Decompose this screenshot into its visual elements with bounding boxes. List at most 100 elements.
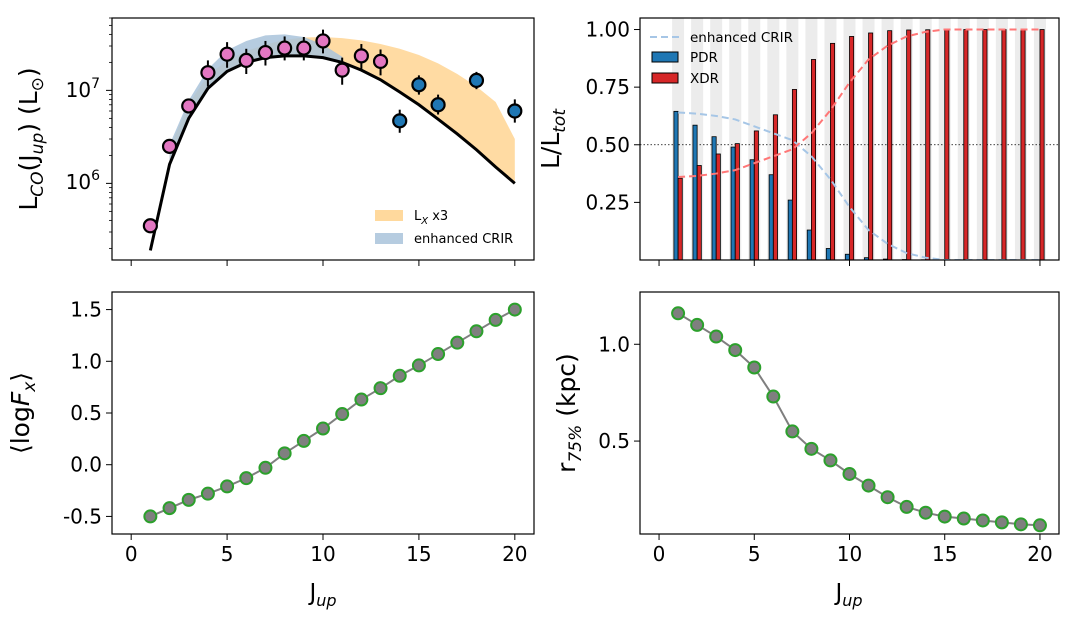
bar-xdr	[791, 89, 797, 260]
curve-enhanced-crir-pdr	[678, 111, 1040, 260]
r75-point	[880, 490, 895, 505]
fractions-y-tick-label: 0.50	[585, 133, 630, 157]
r75-y-axis-label: r75% (kpc)	[552, 353, 586, 473]
r75-point	[975, 513, 990, 528]
fractions-y-tick-label: 0.25	[585, 190, 630, 214]
log-fx-point	[181, 492, 196, 507]
bar-pdr	[673, 110, 679, 260]
r75-plot-area	[671, 306, 1047, 533]
log-fx-x-tick-label: 0	[125, 542, 138, 566]
log-fx-point	[162, 501, 177, 516]
log-fx-point	[143, 509, 158, 524]
log-fx-y-tick-label: 0.0	[70, 453, 102, 477]
data-point-pink	[296, 40, 312, 56]
r75-point	[861, 478, 876, 493]
r75-point	[842, 466, 857, 481]
log-fx-ticks: 0 5 10 15 20 -0.5 0.0 0.5 1.0 1.5	[63, 298, 528, 566]
bar-xdr	[830, 42, 836, 260]
bar-xdr	[963, 29, 969, 260]
log-fx-x-tick-label: 15	[406, 542, 431, 566]
bar-xdr	[715, 153, 721, 260]
log-fx-point	[431, 347, 446, 362]
co-sled-y-axis-label: LCO(Jup) (L⊙)	[14, 67, 48, 210]
panel-r75: 0 5 10 15 20 0.5 1.0 r75% (kpc) Jup	[552, 291, 1060, 610]
data-point-pink	[200, 65, 216, 81]
log-fx-y-axis-label: ⟨logFx⟩	[6, 372, 40, 454]
data-point-blue	[468, 72, 485, 88]
data-point-pink	[372, 53, 389, 69]
co-sled-ticks	[106, 17, 516, 266]
fractions-plot-area	[640, 18, 1059, 260]
fractions-y-tick-label: 0.75	[585, 75, 630, 99]
panel-fractions: 0.25 0.50 0.75 1.00 L/Ltot enhanced CRIR PD…	[536, 17, 1060, 266]
log-fx-point	[392, 368, 407, 383]
r75-point	[937, 509, 952, 524]
bar-pdr	[711, 136, 717, 260]
r75-point	[823, 453, 838, 468]
r75-x-tick-label: 20	[1027, 542, 1052, 566]
bar-pdr	[825, 248, 831, 260]
bar-xdr	[753, 130, 759, 260]
bar-xdr	[734, 143, 740, 260]
model-curve	[148, 54, 516, 251]
r75-x-tick-label: 5	[748, 542, 761, 566]
log-fx-point	[354, 392, 369, 407]
log-fx-y-tick-label: -0.5	[63, 504, 102, 528]
data-point-blue	[507, 103, 523, 119]
bar-xdr	[696, 165, 702, 260]
bar-xdr	[1001, 29, 1007, 260]
bar-pdr	[749, 159, 755, 260]
r75-x-tick-label: 10	[837, 542, 862, 566]
r75-x-tick-label: 0	[653, 542, 666, 566]
log-fx-point	[316, 421, 330, 436]
log-fx-point	[296, 433, 311, 448]
r75-point	[1032, 518, 1047, 533]
r75-point	[709, 329, 724, 344]
legend-swatch-pdr	[651, 51, 679, 63]
log-fx-point	[507, 302, 522, 317]
data-point-pink	[142, 218, 158, 234]
bar-xdr	[1039, 29, 1045, 260]
r75-x-tick-label: 15	[932, 542, 957, 566]
log-fx-point	[373, 381, 388, 396]
data-point-blue	[430, 97, 446, 113]
bar-pdr	[692, 124, 698, 260]
bar-xdr	[925, 29, 931, 260]
legend-swatch-crir	[375, 233, 403, 244]
log-fx-x-tick-label: 10	[310, 542, 335, 566]
data-point-blue	[411, 77, 427, 93]
log-fx-point	[258, 460, 273, 475]
data-point-pink	[238, 52, 254, 69]
bar-pdr	[844, 253, 850, 260]
data-point-pink	[277, 40, 293, 56]
r75-point	[690, 317, 705, 332]
legend-label-pdr: PDR	[690, 50, 718, 66]
panel-log-fx: 0 5 10 15 20 -0.5 0.0 0.5 1.0 1.5 ⟨logFx⟩ Jup	[6, 291, 535, 610]
data-point-pink	[334, 62, 350, 78]
log-fx-point	[277, 446, 292, 461]
bar-xdr	[868, 32, 874, 260]
legend-label-xdr: XDR	[690, 71, 719, 87]
log-fx-point	[239, 471, 254, 486]
fractions-y-tick-label: 1.00	[585, 18, 630, 42]
r75-point	[747, 360, 762, 375]
log-fx-point	[469, 324, 484, 339]
bar-xdr	[887, 30, 893, 260]
r75-point	[804, 441, 819, 456]
log-fx-x-tick-label: 5	[221, 542, 234, 566]
bar-pdr	[806, 229, 812, 260]
bar-xdr	[1020, 29, 1026, 260]
data-point-pink	[161, 138, 178, 154]
legend-label-lx3: LX x3	[414, 209, 448, 227]
co-sled-plot-area	[142, 29, 523, 251]
r75-x-axis-label: Jup	[833, 580, 862, 610]
log-fx-y-tick-label: 0.5	[70, 401, 102, 425]
bar-pdr	[730, 146, 736, 260]
legend-swatch-xdr	[651, 72, 679, 84]
bar-xdr	[944, 29, 950, 260]
r75-point	[994, 515, 1009, 530]
data-point-pink	[181, 98, 197, 114]
log-fx-plot-area	[143, 302, 522, 524]
r75-ticks: 0 5 10 15 20 0.5 1.0	[598, 332, 1052, 566]
